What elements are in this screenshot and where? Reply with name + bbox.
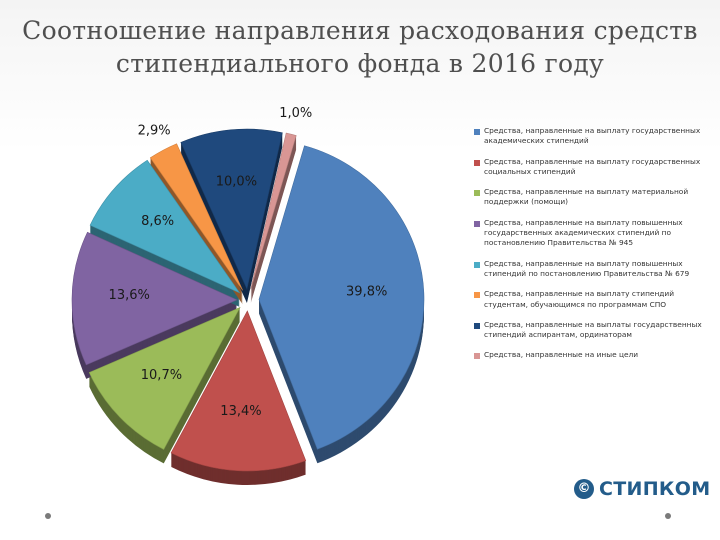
decorative-dot-left [45,513,51,519]
legend-label: Средства, направленные на выплату госуда… [484,126,701,146]
legend-item: Средства, направленные на выплату повыше… [474,259,714,280]
title-line-2: стипендиального фонда в 2016 году [115,49,605,78]
legend-label: Средства, направленные на иные цели [484,350,639,360]
stipcom-logo: © СТИПКОМ [574,478,710,500]
decorative-dot-right [665,513,671,519]
legend-item: Средства, направленные на выплату стипен… [474,289,714,310]
logo-mark-icon: © [574,479,594,499]
legend-swatch [474,261,480,268]
legend-item: Средства, направленные на выплату госуда… [474,126,714,147]
pie-slice [180,128,283,290]
slice-value-label: 13,6% [109,288,150,303]
pie-slice [170,310,307,472]
legend-item: Средства, направленные на выплаты госуда… [474,320,714,341]
logo-wordmark: СТИПКОМ [599,478,711,500]
pie-slice [71,231,238,366]
legend-item: Средства, направленные на выплату повыше… [474,218,714,249]
legend-swatch [474,159,480,166]
legend-label: Средства, направленные на выплату повыше… [484,217,683,248]
legend-swatch [474,220,480,227]
slice-value-label: 10,0% [216,174,257,189]
chart-legend: Средства, направленные на выплату госуда… [474,126,714,371]
pie-slice [88,306,241,450]
legend-item: Средства, направленные на иные цели [474,350,714,360]
legend-label: Средства, направленные на выплату госуда… [484,156,701,176]
pie-slice [258,145,425,450]
legend-swatch [474,322,480,329]
legend-swatch [474,292,480,299]
pie-slice [89,159,241,294]
slice-value-label: 10,7% [141,368,182,383]
pie-slice [149,143,243,291]
legend-label: Средства, направленные на выплаты госуда… [484,319,702,340]
legend-swatch [474,353,480,360]
legend-label: Средства, направленные на выплату стипен… [484,289,675,309]
legend-swatch [474,190,480,197]
slide-title: Соотношение направления расходования сре… [20,14,700,80]
slice-value-label: 1,0% [279,106,312,121]
slice-value-label: 13,4% [220,404,261,419]
legend-item: Средства, направленные на выплату матери… [474,187,714,208]
pie-slice [250,132,297,290]
slice-value-label: 8,6% [141,214,174,229]
title-line-1: Соотношение направления расходования сре… [22,16,698,45]
legend-label: Средства, направленные на выплату повыше… [484,258,690,278]
legend-swatch [474,129,480,135]
legend-item: Средства, направленные на выплату госуда… [474,157,714,178]
slice-value-label: 2,9% [138,124,171,139]
slice-value-label: 39,8% [346,284,387,299]
legend-label: Средства, направленные на выплату матери… [484,187,689,207]
